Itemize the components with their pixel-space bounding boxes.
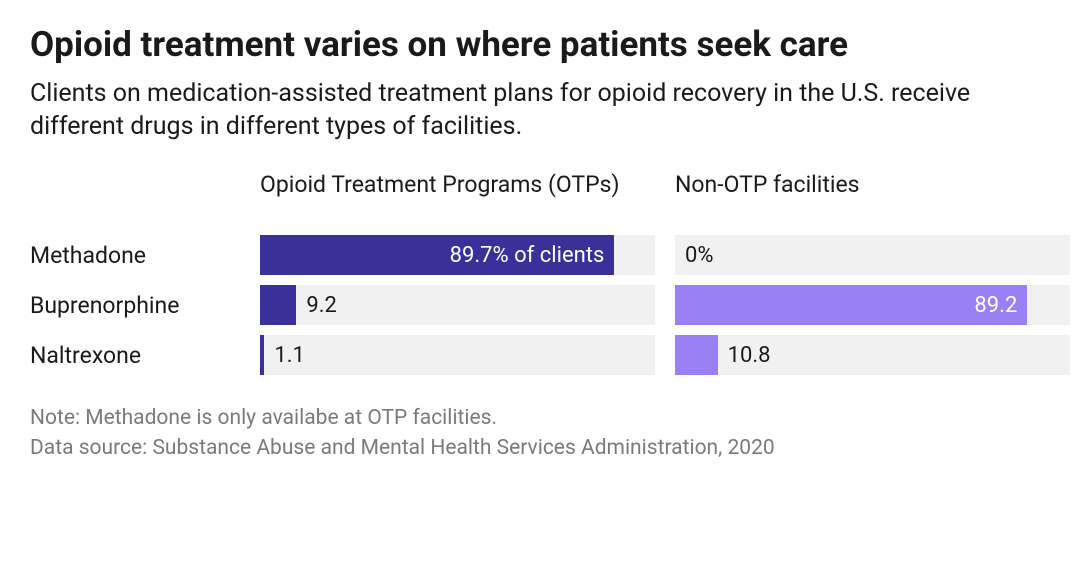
- chart-title: Opioid treatment varies on where patient…: [30, 24, 1050, 66]
- chart-grid: Methadone Buprenorphine Naltrexone Opioi…: [30, 171, 1050, 385]
- bar-value-label: 10.8: [718, 343, 771, 368]
- bar-track: 10.8: [675, 335, 1070, 375]
- bar-fill: [260, 285, 296, 325]
- bar-track: 9.2: [260, 285, 655, 325]
- column-non-otp: Non-OTP facilities 0% 89.2 10.8: [675, 171, 1070, 385]
- bar-value-label: 0%: [675, 243, 713, 268]
- chart-footer: Note: Methadone is only availabe at OTP …: [30, 403, 1050, 464]
- row-labels-column: Methadone Buprenorphine Naltrexone: [30, 171, 240, 385]
- row-label: Buprenorphine: [30, 285, 240, 325]
- bar-fill: 89.7% of clients: [260, 235, 614, 275]
- bar-value-label: 89.2: [974, 293, 1027, 318]
- bar-value-label: 89.7% of clients: [450, 243, 615, 268]
- bar-track: 89.2: [675, 285, 1070, 325]
- bar-fill: [675, 335, 718, 375]
- bar-track: 89.7% of clients: [260, 235, 655, 275]
- column-header: Non-OTP facilities: [675, 171, 1070, 235]
- column-header: Opioid Treatment Programs (OTPs): [260, 171, 655, 235]
- column-otp: Opioid Treatment Programs (OTPs) 89.7% o…: [260, 171, 655, 385]
- bar-value-label: 9.2: [296, 293, 337, 318]
- note-text: Note: Methadone is only availabe at OTP …: [30, 403, 1050, 433]
- source-text: Data source: Substance Abuse and Mental …: [30, 433, 1050, 463]
- row-label: Methadone: [30, 235, 240, 275]
- bar-track: 0%: [675, 235, 1070, 275]
- chart-subtitle: Clients on medication-assisted treatment…: [30, 78, 990, 143]
- bar-track: 1.1: [260, 335, 655, 375]
- row-label: Naltrexone: [30, 335, 240, 375]
- bar-fill: 89.2: [675, 285, 1027, 325]
- bar-value-label: 1.1: [264, 343, 305, 368]
